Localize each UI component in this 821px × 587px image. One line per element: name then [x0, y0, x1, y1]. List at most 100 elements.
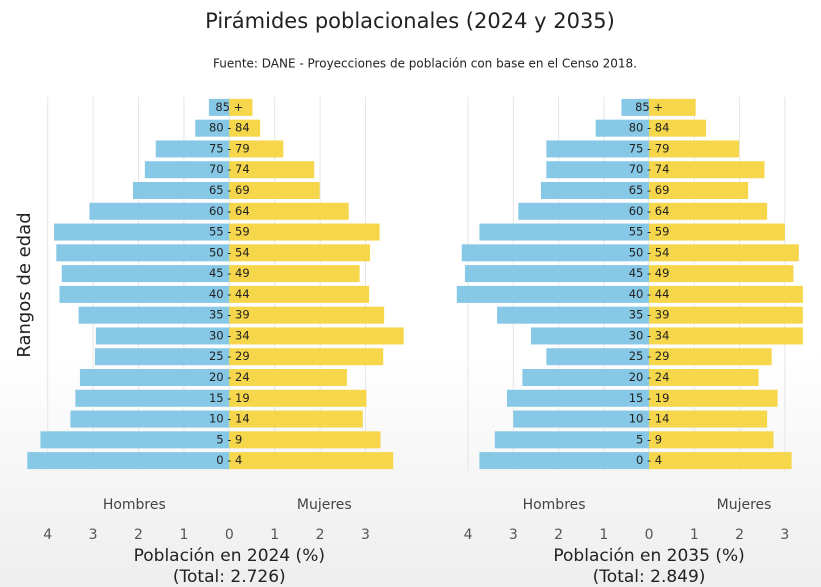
- bar-female: [229, 389, 367, 407]
- bar-female: [649, 348, 772, 366]
- x-tick-label: 4: [464, 527, 473, 543]
- age-label: 70 - 74: [209, 162, 250, 176]
- x-axis-note: (Total: 2.849): [593, 567, 706, 587]
- age-label: 70 - 74: [629, 162, 670, 176]
- age-label: 60 - 64: [629, 204, 670, 218]
- bar-male: [518, 202, 650, 220]
- bar-male: [522, 369, 650, 386]
- legend-male: Hombres: [103, 497, 166, 513]
- x-tick-label: 1: [179, 527, 188, 543]
- bar-female: [229, 431, 381, 449]
- age-label: 85 +: [635, 100, 663, 114]
- bar-female: [229, 119, 261, 137]
- bar-male: [540, 182, 650, 199]
- bar-male: [497, 306, 650, 324]
- bar-male: [621, 98, 650, 116]
- x-tick-label: 0: [225, 527, 234, 543]
- age-label: 80 - 84: [629, 121, 670, 135]
- x-tick-label: 2: [554, 527, 563, 543]
- bar-male: [56, 244, 230, 262]
- age-label: 35 - 39: [629, 308, 670, 322]
- age-label: 5 - 9: [636, 432, 662, 446]
- age-label: 45 - 49: [209, 266, 250, 280]
- x-tick-label: 1: [690, 527, 699, 543]
- bar-female: [649, 389, 778, 407]
- age-label: 55 - 59: [209, 225, 250, 239]
- age-label: 50 - 54: [209, 245, 250, 259]
- bar-female: [229, 98, 253, 116]
- bar-female: [229, 410, 363, 428]
- bar-male: [27, 452, 230, 470]
- bar-male: [507, 389, 650, 407]
- x-tick-label: 3: [509, 527, 518, 543]
- bar-female: [649, 223, 785, 241]
- bar-female: [649, 244, 799, 262]
- x-tick-label: 0: [645, 527, 654, 543]
- x-tick-label: 2: [316, 527, 325, 543]
- x-axis-note: (Total: 2.726): [173, 567, 286, 587]
- y-axis-label: Rangos de edad: [14, 212, 35, 357]
- bar-male: [155, 140, 230, 158]
- bar-male: [89, 202, 230, 220]
- age-label: 75 - 79: [629, 141, 670, 155]
- bar-male: [40, 431, 230, 449]
- chart-subtitle: Fuente: DANE - Proyecciones de población…: [213, 57, 637, 71]
- bar-male: [479, 452, 650, 470]
- age-label: 85 +: [215, 100, 243, 114]
- bar-female: [229, 223, 380, 241]
- age-label: 45 - 49: [629, 266, 670, 280]
- bar-female: [649, 452, 792, 470]
- age-label: 0 - 4: [216, 453, 242, 467]
- bar-male: [513, 410, 650, 428]
- x-tick-label: 2: [134, 527, 143, 543]
- bar-female: [649, 119, 707, 137]
- age-label: 15 - 19: [209, 391, 250, 405]
- age-label: 40 - 44: [629, 287, 670, 301]
- age-label: 60 - 64: [209, 204, 250, 218]
- bar-female: [649, 140, 740, 158]
- bar-male: [94, 348, 230, 366]
- age-label: 5 - 9: [216, 432, 242, 446]
- age-label: 80 - 84: [209, 121, 250, 135]
- bar-male: [456, 285, 650, 303]
- bar-female: [649, 285, 803, 303]
- bar-male: [78, 306, 230, 324]
- bar-female: [229, 244, 371, 262]
- x-axis-label: Población en 2035 (%): [553, 546, 744, 566]
- bar-male: [546, 140, 650, 158]
- age-label: 20 - 24: [629, 370, 670, 384]
- x-axis-label: Población en 2024 (%): [134, 546, 325, 566]
- age-label: 40 - 44: [209, 287, 250, 301]
- bar-female: [229, 182, 320, 199]
- bar-male: [144, 161, 230, 179]
- bar-male: [79, 369, 230, 386]
- bar-male: [530, 327, 650, 345]
- bar-male: [595, 119, 650, 137]
- age-label: 15 - 19: [629, 391, 670, 405]
- bar-female: [229, 265, 360, 283]
- bar-male: [195, 119, 230, 137]
- age-label: 30 - 34: [209, 328, 250, 342]
- age-label: 30 - 34: [629, 328, 670, 342]
- bar-female: [649, 182, 749, 199]
- bar-male: [546, 161, 650, 179]
- bar-female: [229, 161, 315, 179]
- bar-female: [649, 202, 768, 220]
- bar-male: [95, 327, 230, 345]
- age-label: 50 - 54: [629, 245, 670, 259]
- age-label: 75 - 79: [209, 141, 250, 155]
- legend-female: Mujeres: [717, 497, 772, 513]
- bar-female: [229, 306, 385, 324]
- bar-male: [479, 223, 650, 241]
- bar-male: [546, 348, 650, 366]
- bar-female: [649, 410, 768, 428]
- bar-male: [70, 410, 230, 428]
- bar-female: [229, 285, 370, 303]
- age-label: 25 - 29: [629, 349, 670, 363]
- bar-female: [649, 161, 765, 179]
- bar-female: [229, 202, 349, 220]
- age-label: 0 - 4: [636, 453, 662, 467]
- bar-female: [649, 98, 696, 116]
- bar-male: [75, 389, 230, 407]
